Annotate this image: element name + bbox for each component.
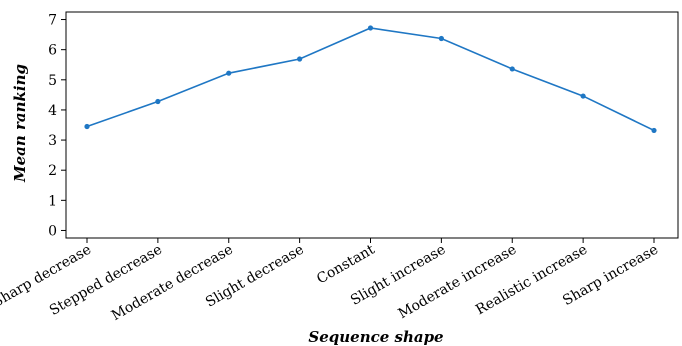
data-point <box>226 70 232 76</box>
y-tick-label: 5 <box>48 73 57 89</box>
data-point <box>297 56 303 62</box>
y-tick-label: 6 <box>48 43 57 59</box>
data-point <box>367 25 374 31</box>
y-tick-label: 3 <box>48 133 57 149</box>
y-tick-label: 7 <box>48 13 57 29</box>
y-tick-label: 2 <box>48 163 57 179</box>
series-line <box>86 27 655 132</box>
plot-frame <box>65 11 679 239</box>
x-axis-title: Sequence shape <box>308 328 443 346</box>
data-point <box>155 98 161 105</box>
y-tick-label: 1 <box>48 193 57 209</box>
x-tick-label: Moderate increase <box>396 242 520 323</box>
data-point <box>84 123 90 130</box>
y-tick-label: 0 <box>48 223 57 239</box>
data-series <box>84 25 657 134</box>
y-axis-title: Mean ranking <box>11 64 29 183</box>
data-point <box>580 93 586 99</box>
y-tick-label: 4 <box>48 103 57 119</box>
data-point <box>438 35 444 42</box>
data-point <box>651 127 657 134</box>
y-axis: 0 1 2 3 4 5 6 7 <box>48 13 66 239</box>
data-point <box>509 66 515 72</box>
x-tick-label: Constant <box>314 241 378 287</box>
x-tick-label: Moderate decrease <box>109 242 236 325</box>
